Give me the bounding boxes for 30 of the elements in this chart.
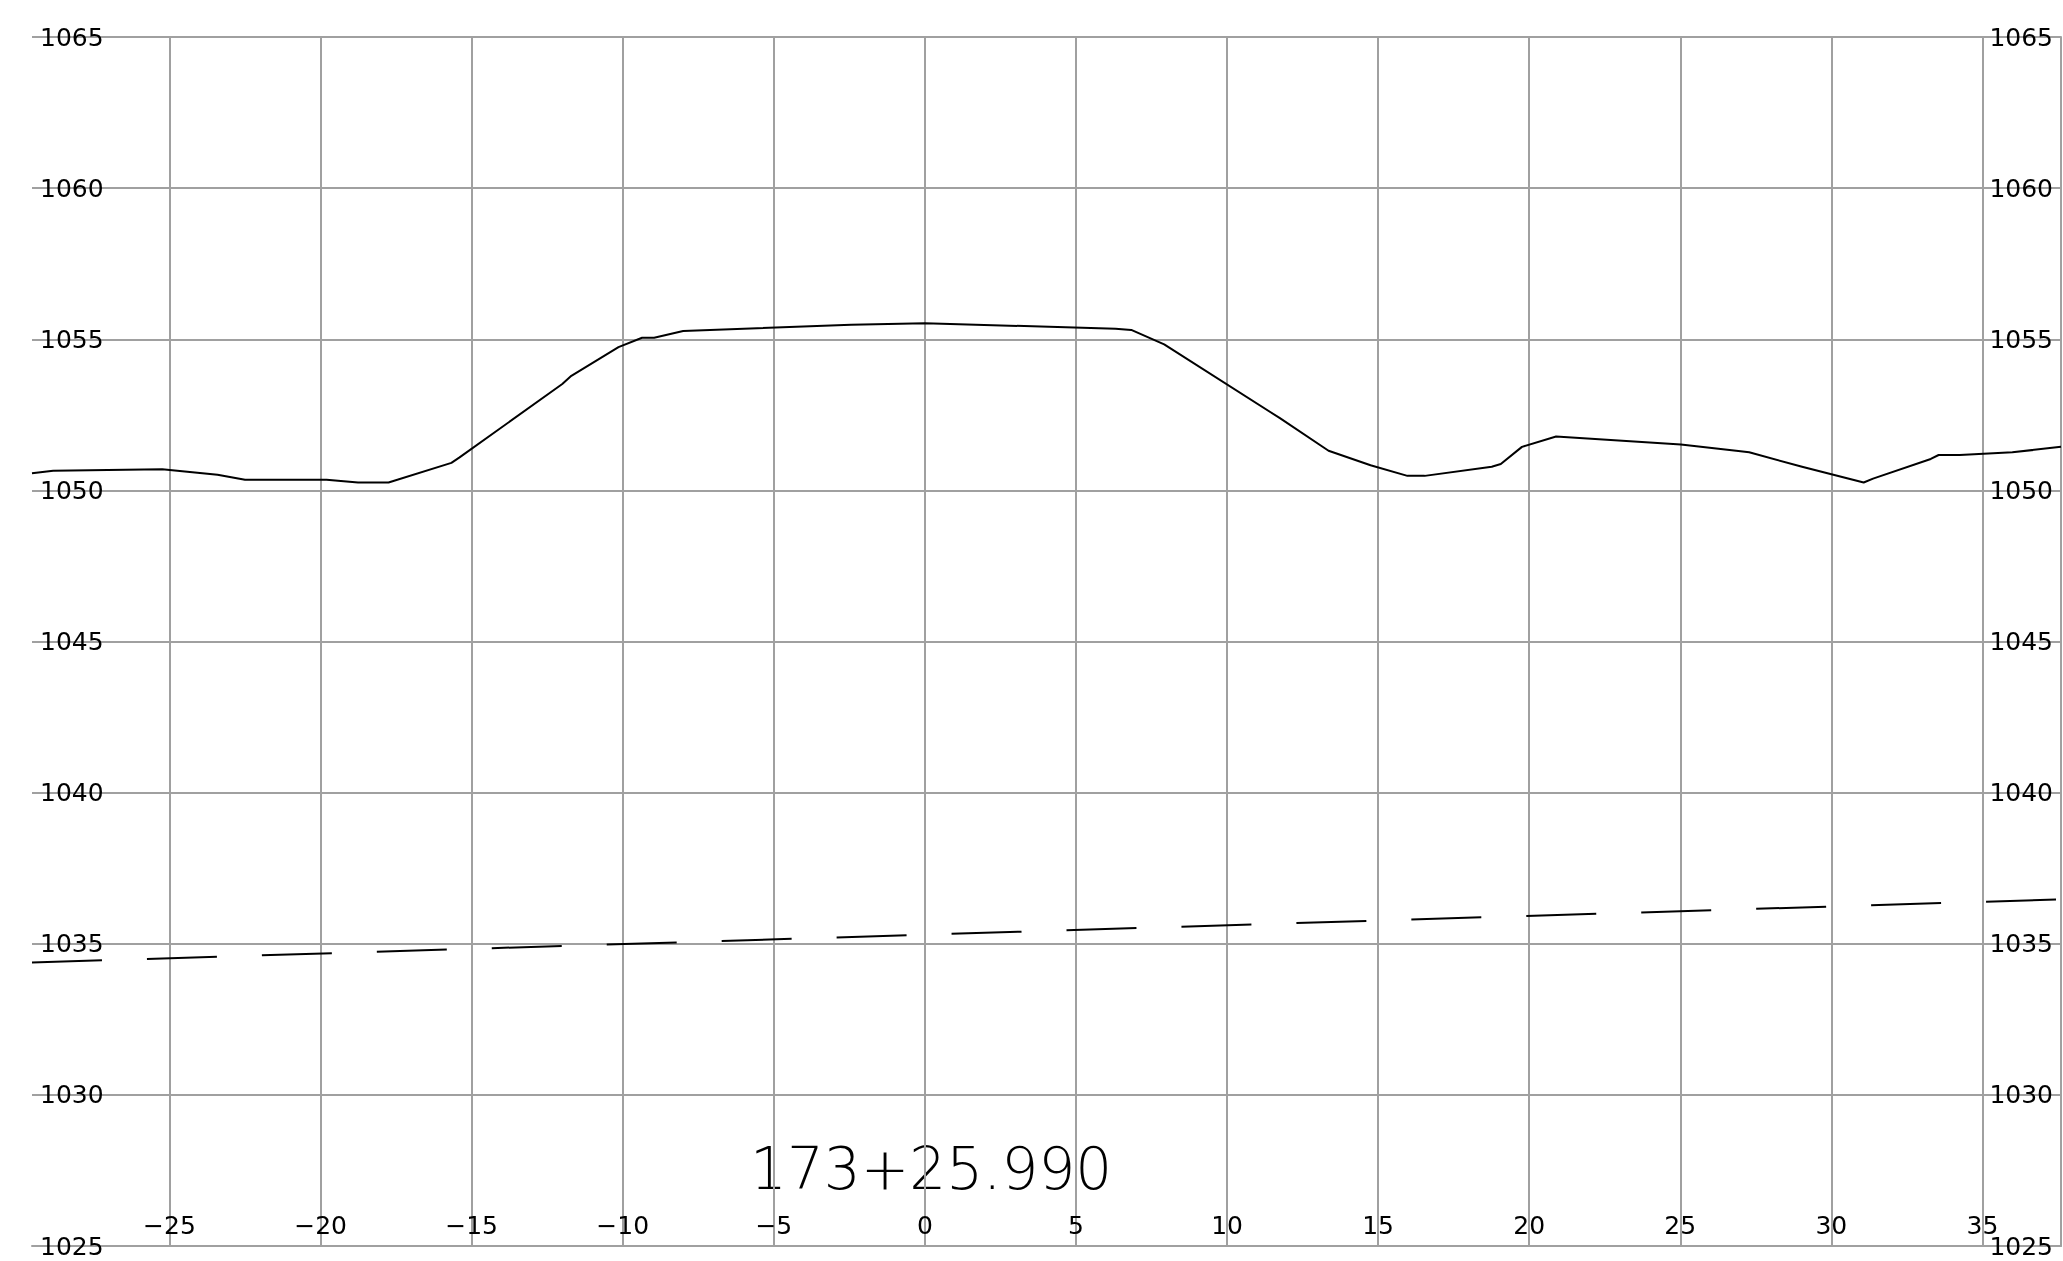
x-tick-label: −10	[596, 1211, 650, 1240]
annotation: 173+25.990	[750, 1135, 1113, 1203]
x-tick-label: 5	[1068, 1211, 1084, 1240]
y-tick-label: 1035	[40, 929, 104, 959]
y2-tick-label: 1035	[1989, 929, 2053, 959]
x-tick-label: −5	[755, 1211, 793, 1240]
y-tick-label: 1040	[40, 778, 104, 808]
x-tick-label: 20	[1513, 1211, 1546, 1240]
y-tick-label: 1060	[40, 173, 104, 203]
y-tick-label: 1055	[40, 324, 104, 354]
y-tick-label: 1030	[40, 1080, 104, 1110]
y-tick-label: 1050	[40, 475, 104, 505]
x-tick-label: 0	[916, 1211, 933, 1240]
y-tick-label: 1045	[40, 627, 104, 656]
x-tick-label: 25	[1664, 1211, 1697, 1240]
x-tick-label: −15	[445, 1211, 499, 1240]
x-tick-label: −25	[143, 1211, 196, 1240]
y-tick-label: 1065	[40, 22, 104, 52]
y2-tick-label: 1055	[1989, 324, 2053, 354]
y2-tick-label: 1050	[1989, 475, 2053, 505]
y2-tick-label: 1030	[1989, 1080, 2053, 1110]
y2-tick-label: 1040	[1989, 778, 2053, 808]
y2-tick-label: 1045	[1989, 627, 2053, 656]
y2-tick-label: 1060	[1989, 173, 2053, 203]
x-tick-label: 15	[1362, 1211, 1395, 1240]
x-tick-label: −20	[294, 1211, 347, 1240]
y-tick-label: 1025	[40, 1231, 104, 1261]
y2-tick-label: 1065	[1989, 22, 2053, 52]
x-tick-label: 10	[1211, 1211, 1243, 1240]
x-tick-label: 30	[1815, 1211, 1848, 1240]
